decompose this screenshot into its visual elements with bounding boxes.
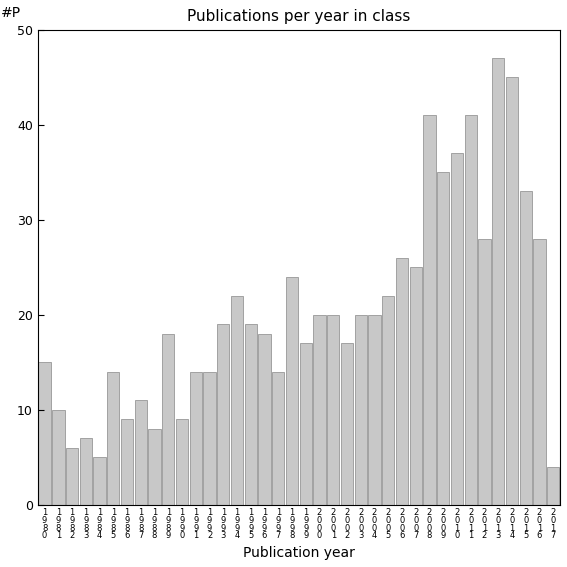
Bar [451,153,463,505]
Bar [217,324,230,505]
Bar [409,267,422,505]
Bar [94,458,106,505]
Bar [437,172,450,505]
Bar [162,334,175,505]
Bar [396,258,408,505]
Bar [533,239,545,505]
Bar [52,410,65,505]
Bar [369,315,380,505]
X-axis label: Publication year: Publication year [243,546,355,560]
Bar [66,448,78,505]
Bar [519,191,532,505]
Bar [231,296,243,505]
Bar [39,362,51,505]
Bar [424,115,435,505]
Bar [547,467,560,505]
Bar [341,343,353,505]
Bar [506,77,518,505]
Bar [382,296,395,505]
Title: Publications per year in class: Publications per year in class [187,9,411,24]
Bar [354,315,367,505]
Bar [314,315,325,505]
Bar [464,115,477,505]
Bar [176,420,188,505]
Bar [244,324,257,505]
Bar [492,58,505,505]
Bar [107,372,120,505]
Bar [149,429,160,505]
Bar [299,343,312,505]
Bar [259,334,270,505]
Bar [134,400,147,505]
Bar [204,372,215,505]
Bar [272,372,285,505]
Bar [479,239,490,505]
Bar [121,420,133,505]
Bar [189,372,202,505]
Bar [327,315,340,505]
Text: #P: #P [1,6,22,20]
Bar [79,438,92,505]
Bar [286,277,298,505]
